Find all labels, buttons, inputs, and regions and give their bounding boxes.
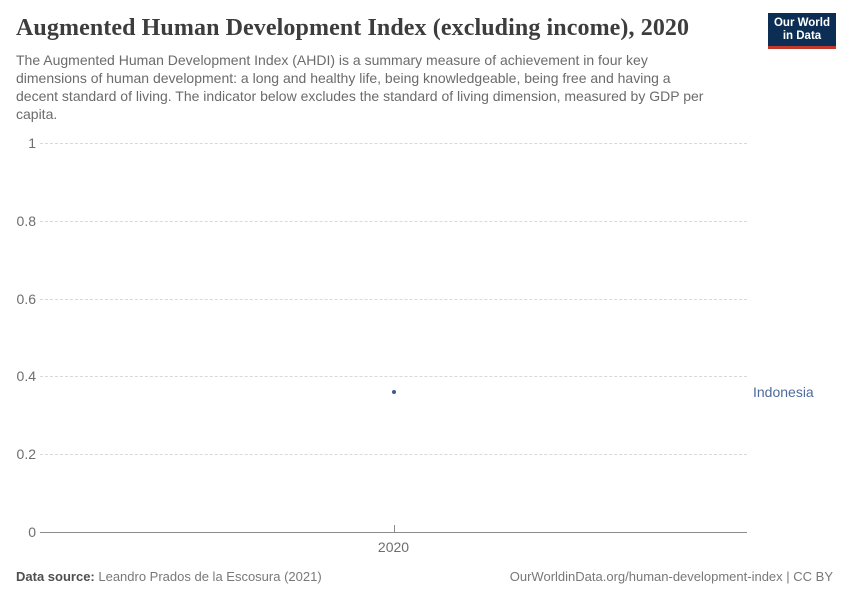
data-source-label: Data source: — [16, 569, 95, 584]
y-axis-tick-label: 0 — [28, 524, 36, 540]
y-axis-tick-label: 1 — [28, 135, 36, 151]
y-gridline — [40, 298, 747, 300]
y-axis-tick-label: 0.8 — [16, 212, 36, 229]
y-gridline — [40, 454, 747, 456]
y-gridline — [40, 143, 747, 144]
data-source-note: Data source: Leandro Prados de la Escosu… — [16, 569, 322, 585]
y-axis-tick-label: 0.4 — [16, 368, 36, 385]
y-axis-tick-label: 0.6 — [16, 290, 36, 307]
subtitle-line: decent standard of living. The indicator… — [16, 88, 704, 104]
subtitle-line: The Augmented Human Development Index (A… — [16, 52, 648, 68]
y-gridline — [40, 220, 747, 222]
chart-title: Augmented Human Development Index (exclu… — [16, 15, 690, 41]
x-axis-tick-label: 2020 — [377, 539, 410, 555]
owid-license-link[interactable]: OurWorldinData.org/human-development-ind… — [509, 569, 833, 584]
chart-subtitle: The Augmented Human Development Index (A… — [16, 51, 761, 123]
subtitle-line: capita. — [16, 106, 58, 122]
y-gridline — [40, 376, 747, 378]
entity-label-indonesia[interactable]: Indonesia — [753, 383, 814, 400]
data-point-indonesia[interactable] — [391, 389, 396, 394]
owid-logo-line1: Our World — [773, 16, 830, 29]
x-axis-tick-mark — [393, 525, 395, 532]
owid-logo-line2: in Data — [782, 29, 822, 42]
x-axis-line — [40, 532, 747, 533]
subtitle-line: dimensions of human development: a long … — [16, 70, 671, 86]
data-source-value: Leandro Prados de la Escosura (2021) — [94, 569, 322, 584]
y-axis-tick-label: 0.2 — [16, 446, 36, 463]
owid-logo[interactable]: Our World in Data — [768, 13, 836, 49]
